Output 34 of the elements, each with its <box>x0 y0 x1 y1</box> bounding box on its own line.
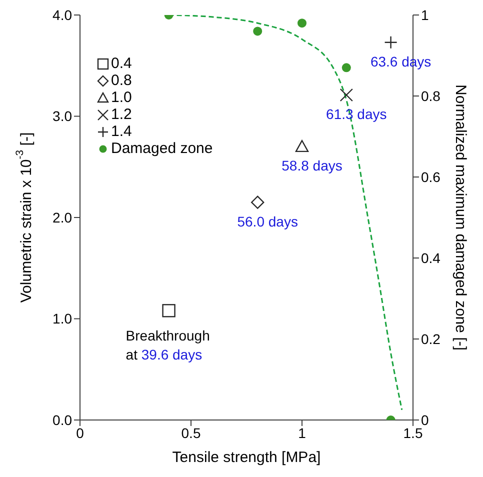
y-tick-label: 3.0 <box>52 108 72 124</box>
x-tick-label: 1.5 <box>403 424 423 441</box>
x-tick-label: 0 <box>76 424 84 441</box>
y2-tick-label: 0.2 <box>421 330 441 347</box>
y-tick-label: 4.0 <box>52 6 72 23</box>
y2-tick-label: 0.6 <box>421 168 441 185</box>
y-tick-label: 0.0 <box>52 412 72 428</box>
legend-label: 1.4 <box>111 123 132 140</box>
legend-label: 0.8 <box>111 72 132 89</box>
point <box>162 304 176 318</box>
annotation: Breakthrough at 39.6 days <box>126 328 210 363</box>
y-tick-label: 2.0 <box>52 209 72 226</box>
y-tick-label: 1.0 <box>52 310 72 327</box>
y2-tick-label: 0.8 <box>421 88 441 104</box>
y2-axis-title: Normalized maximum damaged zone [-] <box>452 84 470 350</box>
point <box>298 18 306 28</box>
annotation: 61.3 days <box>326 106 387 122</box>
point <box>253 26 262 36</box>
annotation: 56.0 days <box>237 213 298 230</box>
legend-label: 0.4 <box>111 55 132 72</box>
x-tick-label: 0.5 <box>181 424 201 441</box>
annotation: 58.8 days <box>282 158 342 174</box>
y2-tick-label: 1 <box>421 6 429 23</box>
y2-tick-label: 0 <box>421 412 429 428</box>
legend-label: 1.2 <box>111 106 132 123</box>
y2-tick-label: 0.4 <box>421 250 441 266</box>
legend-label: 1.0 <box>111 89 132 106</box>
point <box>342 63 351 72</box>
x-tick-label: 1 <box>298 424 306 441</box>
point <box>251 196 264 209</box>
point <box>295 140 309 152</box>
x-axis-title: Tensile strength [MPa] <box>172 449 321 466</box>
legend-label: Damaged zone <box>111 140 213 157</box>
point <box>340 88 353 102</box>
